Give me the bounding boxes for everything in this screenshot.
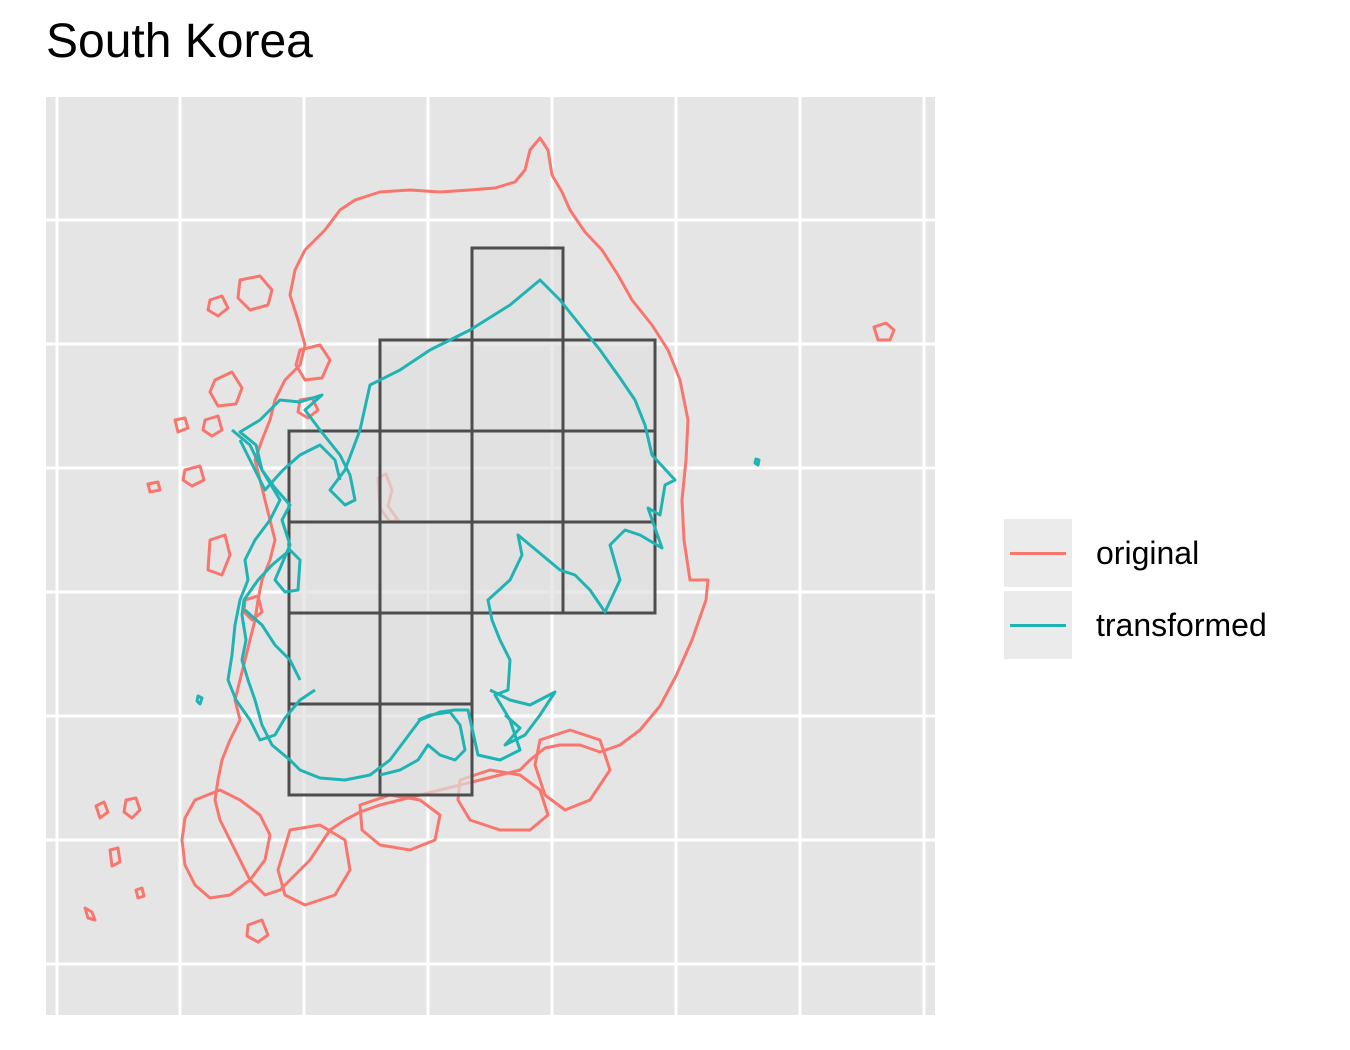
- transformed-west-strands: [226, 428, 316, 742]
- coast-islands-south: [358, 793, 442, 852]
- tile: [561, 429, 657, 524]
- far-islands-6: [245, 918, 270, 944]
- west-islands-3: [208, 370, 244, 408]
- tile: [287, 702, 382, 797]
- far-islands-2: [122, 796, 142, 820]
- tile: [378, 429, 474, 524]
- tile: [470, 429, 565, 524]
- transformed-outline: [195, 278, 761, 782]
- far-islands-5: [134, 886, 146, 900]
- transformed-strand-3: [244, 608, 302, 681]
- transformed-isle-1: [753, 457, 761, 467]
- transformed-strand-2: [238, 439, 342, 492]
- tile-grid: [287, 246, 657, 797]
- tile: [378, 520, 474, 615]
- tile: [287, 429, 382, 524]
- legend-key-original: [1004, 519, 1072, 587]
- tile: [378, 611, 474, 706]
- west-islands-9: [146, 480, 162, 494]
- coast-islands-se: [456, 768, 550, 832]
- west-islands-1: [236, 274, 274, 312]
- west-islands-8: [181, 464, 206, 488]
- west-islands-5: [201, 414, 224, 438]
- jeju-island: [180, 788, 272, 900]
- legend-item-transformed: transformed: [1004, 590, 1267, 660]
- legend-label-original: original: [1096, 534, 1200, 571]
- tile: [470, 338, 565, 433]
- transformed-south-strands: [379, 710, 467, 777]
- west-islands-6: [206, 533, 232, 577]
- transformed-southeast: [489, 688, 557, 747]
- tile: [378, 338, 474, 433]
- legend-item-original: original: [1004, 518, 1267, 588]
- tile: [287, 520, 382, 615]
- west-islands-4: [294, 343, 332, 382]
- mainland-outline: [213, 136, 710, 897]
- transformed-mainland: [238, 278, 677, 782]
- legend: original transformed: [1004, 518, 1267, 662]
- transformed-isle-2: [195, 694, 204, 706]
- tile: [561, 520, 657, 615]
- tile: [287, 611, 382, 706]
- west-islands-2: [206, 294, 230, 318]
- far-islands-4: [83, 906, 97, 922]
- west-islands-10: [173, 416, 190, 434]
- legend-key-transformed: [1004, 591, 1072, 659]
- far-islands-1: [94, 800, 110, 820]
- southern-islands: [276, 823, 352, 907]
- far-islands-3: [108, 846, 122, 868]
- tile: [470, 246, 565, 342]
- coast-islands-e: [533, 728, 612, 812]
- legend-label-transformed: transformed: [1096, 606, 1267, 643]
- ulleungdo: [872, 321, 896, 342]
- chart-title: South Korea: [46, 15, 313, 68]
- original-outline: [83, 136, 896, 944]
